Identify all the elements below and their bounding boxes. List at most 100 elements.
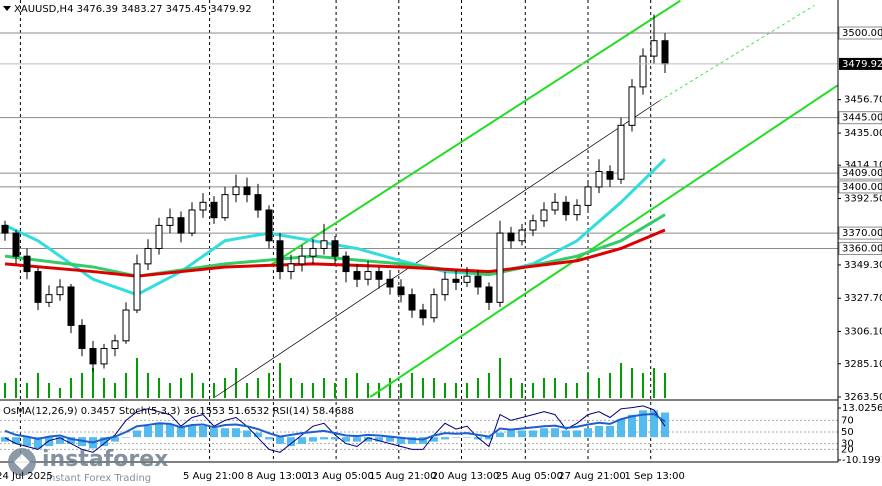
osma-tick-label: 13.0256 bbox=[842, 403, 882, 414]
candle-body bbox=[584, 186, 592, 206]
x-tick-label: 25 Aug 05:00 bbox=[496, 471, 563, 482]
candle-body bbox=[507, 232, 515, 242]
osma-bar bbox=[166, 423, 174, 438]
candle-body bbox=[34, 271, 42, 303]
candle-body bbox=[639, 55, 647, 88]
y-tick-label: 3306.10 bbox=[844, 326, 882, 337]
osma-bar bbox=[100, 437, 108, 447]
level-label-box bbox=[838, 226, 882, 240]
candle-body bbox=[1, 224, 9, 234]
osma-bar bbox=[287, 437, 295, 447]
osma-bar bbox=[540, 428, 548, 438]
osma-bar bbox=[364, 437, 372, 442]
level-label-box bbox=[838, 241, 882, 255]
candle-body bbox=[364, 271, 372, 280]
osma-bar bbox=[584, 428, 592, 438]
y-tick-label: 3327.70 bbox=[844, 293, 882, 304]
candle-body bbox=[661, 40, 669, 65]
x-tick-label: 13 Aug 05:00 bbox=[306, 471, 373, 482]
level-label: 3400.00 bbox=[842, 182, 882, 193]
candle-body bbox=[232, 186, 240, 196]
osma-bar bbox=[496, 432, 504, 438]
candle-body bbox=[243, 186, 251, 196]
x-tick-label: 1 Sep 13:00 bbox=[625, 471, 685, 482]
logo-brand: instaforex bbox=[42, 447, 168, 472]
candle-body bbox=[331, 240, 339, 257]
candle-body bbox=[78, 324, 86, 350]
osma-bar bbox=[386, 437, 394, 442]
osma-bar bbox=[342, 437, 350, 442]
osma-bar bbox=[661, 412, 669, 438]
osma-bar bbox=[441, 437, 449, 440]
osma-bar bbox=[23, 437, 31, 447]
osma-bar bbox=[56, 437, 64, 444]
osma-bar bbox=[188, 425, 196, 438]
osma-bar bbox=[232, 428, 240, 438]
y2-tick-label: 30 bbox=[841, 439, 854, 450]
candle-body bbox=[617, 124, 625, 180]
candle-body bbox=[309, 247, 317, 257]
candle-body bbox=[287, 263, 295, 273]
osma-bar bbox=[12, 437, 20, 444]
candle-body bbox=[12, 232, 20, 257]
osma-bar bbox=[221, 428, 229, 438]
y2-tick-label: 20 bbox=[841, 444, 854, 455]
osma-bar bbox=[375, 437, 383, 442]
osma-bar bbox=[529, 430, 537, 438]
chart-title: XAUUSD,H4 3476.39 3483.27 3475.45 3479.9… bbox=[14, 4, 252, 15]
osma-bar bbox=[606, 425, 614, 438]
candle-body bbox=[23, 255, 31, 273]
candle-body bbox=[606, 171, 614, 180]
candle-body bbox=[166, 217, 174, 226]
candle-body bbox=[155, 224, 163, 249]
osma-bar bbox=[1, 437, 9, 442]
osma-bar bbox=[320, 437, 328, 440]
menu-arrow bbox=[3, 6, 11, 11]
level-label: 3360.00 bbox=[842, 243, 882, 254]
osma-bar bbox=[650, 410, 658, 438]
level-label-box bbox=[838, 180, 882, 194]
candle-body bbox=[540, 209, 548, 222]
candle-body bbox=[133, 263, 141, 311]
osma-bar bbox=[518, 430, 526, 438]
candle-body bbox=[353, 271, 361, 280]
y-tick-label: 3456.70 bbox=[844, 95, 882, 106]
level-label: 3445.00 bbox=[842, 113, 882, 124]
osma-bar bbox=[331, 437, 339, 440]
candle-body bbox=[265, 209, 273, 242]
level-label: 3370.00 bbox=[842, 228, 882, 239]
level-label: 3500.00 bbox=[842, 28, 882, 39]
candle-body bbox=[210, 201, 218, 219]
osma-bar bbox=[463, 437, 471, 438]
candle-body bbox=[122, 309, 130, 342]
level-label-box bbox=[838, 26, 882, 40]
candle-body bbox=[474, 275, 482, 288]
trendline bbox=[269, 0, 681, 267]
osma-bar bbox=[562, 430, 570, 438]
x-tick-label: 24 Jul 2025 bbox=[0, 471, 53, 482]
level-label-box bbox=[838, 166, 882, 180]
candle-body bbox=[375, 271, 383, 280]
trendline bbox=[659, 4, 815, 102]
candle-body bbox=[408, 294, 416, 311]
candle-body bbox=[56, 286, 64, 296]
candle-body bbox=[221, 194, 229, 219]
osma-bar bbox=[573, 430, 581, 438]
x-tick-label: 15 Aug 21:00 bbox=[369, 471, 436, 482]
y-tick-label: 3285.10 bbox=[844, 359, 882, 370]
osma-bar bbox=[34, 437, 42, 449]
plot bbox=[0, 0, 839, 462]
candle-body bbox=[177, 217, 185, 234]
candle-body bbox=[496, 232, 504, 303]
osma-bar bbox=[210, 428, 218, 438]
candle-body bbox=[276, 240, 284, 273]
indicator-line bbox=[4, 405, 666, 453]
osma-bar bbox=[177, 425, 185, 438]
y-tick-label: 3263.50 bbox=[844, 392, 882, 403]
candle-body bbox=[342, 255, 350, 273]
y-tick-label: 3435.00 bbox=[844, 128, 882, 139]
osma-bar bbox=[133, 430, 141, 438]
logo-slogan: Instant Forex Trading bbox=[46, 473, 151, 484]
osma-bar bbox=[309, 437, 317, 442]
